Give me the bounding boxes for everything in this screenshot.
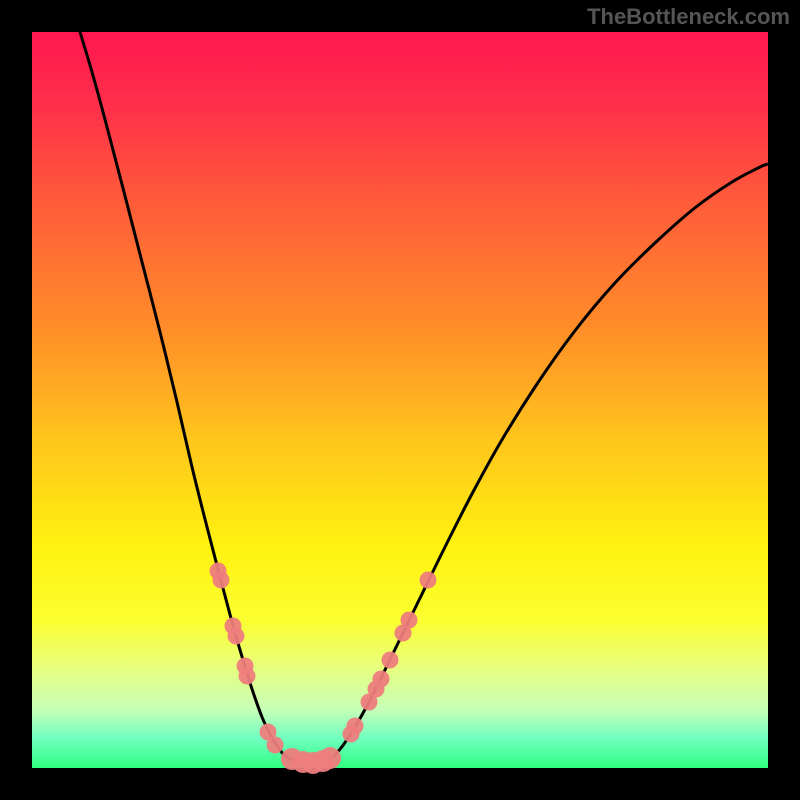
salmon-marker bbox=[239, 668, 256, 685]
bottleneck-curve bbox=[32, 32, 768, 768]
plot-area bbox=[32, 32, 768, 768]
salmon-marker bbox=[420, 572, 437, 589]
salmon-marker bbox=[382, 652, 399, 669]
chart-container: TheBottleneck.com bbox=[0, 0, 800, 800]
salmon-marker bbox=[213, 572, 230, 589]
salmon-marker bbox=[347, 718, 364, 735]
salmon-marker bbox=[267, 737, 284, 754]
curve-right-branch bbox=[335, 164, 768, 755]
watermark-text: TheBottleneck.com bbox=[587, 4, 790, 30]
curve-left-branch bbox=[80, 32, 284, 755]
salmon-marker bbox=[373, 671, 390, 688]
salmon-marker bbox=[401, 612, 418, 629]
salmon-marker bbox=[228, 628, 245, 645]
salmon-marker bbox=[319, 747, 341, 769]
